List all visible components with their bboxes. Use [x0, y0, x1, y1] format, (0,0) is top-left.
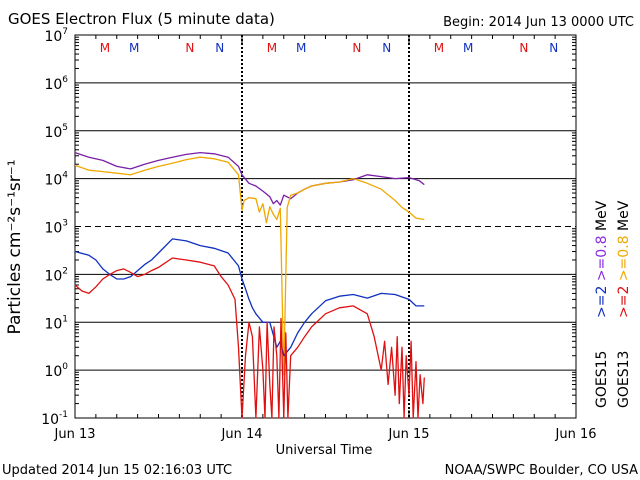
y-tick-label: 100	[44, 362, 68, 380]
series-line	[74, 257, 425, 419]
y-tick-label: 103	[44, 219, 68, 237]
mn-marker: M	[463, 41, 473, 55]
mn-marker: M	[129, 41, 139, 55]
mn-marker: N	[185, 41, 194, 55]
legend-goes13-energies: >=2 >=0.8 MeV	[616, 200, 632, 318]
y-tick-label: 101	[44, 314, 68, 332]
y-tick-label: 102	[44, 266, 68, 284]
x-axis-label: Universal Time	[276, 443, 373, 458]
y-tick-label: 104	[44, 171, 68, 189]
footer-updated: Updated 2014 Jun 15 02:16:03 UTC	[2, 463, 232, 478]
mn-marker: M	[434, 41, 444, 55]
legend-goes13: GOES13	[616, 351, 632, 408]
x-tick-label: Jun 15	[388, 427, 430, 442]
footer-credit: NOAA/SWPC Boulder, CO USA	[445, 463, 638, 478]
x-axis: Jun 13 Jun 14 Jun 15 Jun 16	[54, 427, 597, 442]
legend-goes15-energies: >=2 >=0.8 MeV	[594, 200, 610, 318]
y-tick-label: 105	[44, 123, 68, 141]
x-tick-label: Jun 16	[555, 427, 597, 442]
mn-marker: N	[519, 41, 528, 55]
y-tick-label: 10-1	[41, 410, 68, 428]
legend-goes15: GOES15	[594, 351, 610, 408]
mn-marker: N	[215, 41, 224, 55]
series-line	[74, 238, 425, 357]
series-line	[74, 156, 425, 376]
legend: GOES15 GOES13 >=2 >=0.8 MeV >=2 >=0.8 MeV	[594, 200, 632, 408]
y-tick-label: 106	[44, 75, 68, 93]
mn-marker: N	[352, 41, 361, 55]
mn-marker: N	[382, 41, 391, 55]
mn-marker: M	[296, 41, 306, 55]
mn-marker: N	[549, 41, 558, 55]
chart-title: GOES Electron Flux (5 minute data)	[8, 10, 275, 28]
series-line	[74, 151, 425, 206]
gridlines	[74, 35, 577, 418]
x-tick-label: Jun 14	[221, 427, 263, 442]
mn-marker: M	[267, 41, 277, 55]
begin-label: Begin: 2014 Jun 13 0000 UTC	[443, 15, 634, 30]
y-axis-label: Particles cm⁻²s⁻¹sr⁻¹	[5, 159, 25, 334]
y-tick-label: 107	[44, 27, 68, 45]
mn-marker: M	[100, 41, 110, 55]
y-axis: 10-1 100 101 102 103 104 105 106 107	[41, 27, 68, 428]
series-group	[74, 151, 425, 419]
x-tick-label: Jun 13	[54, 427, 96, 442]
